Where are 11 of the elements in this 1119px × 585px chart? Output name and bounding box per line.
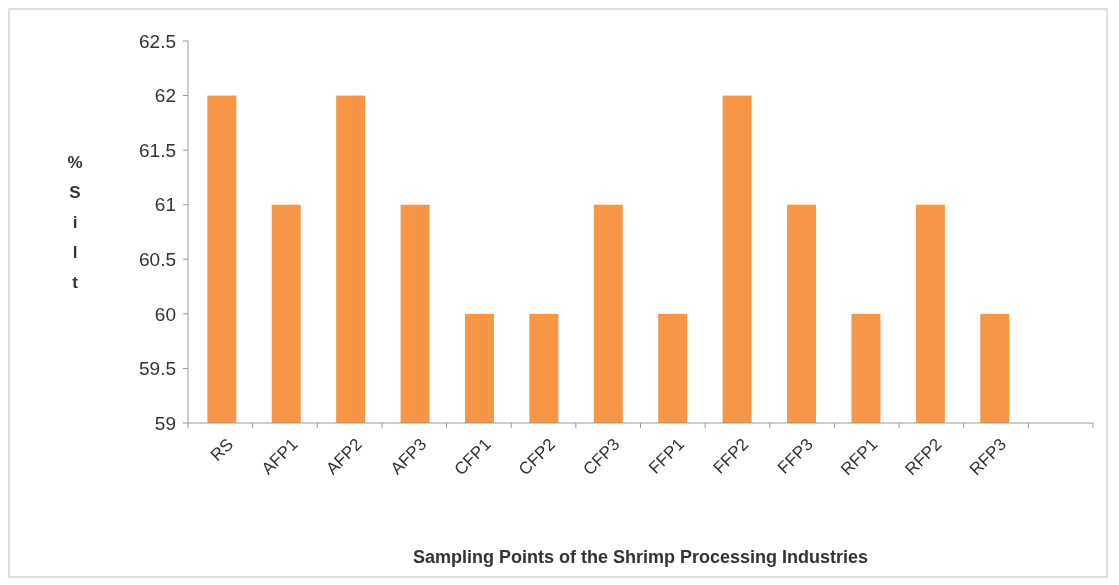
y-tick-label: 60 [154, 303, 176, 325]
y-tick-label: 59 [154, 412, 176, 434]
y-tick-label: 62.5 [139, 30, 176, 52]
y-tick-label: 62 [154, 85, 176, 107]
x-axis-title: Sampling Points of the Shrimp Processing Industries [412, 547, 869, 567]
y-tick-label: 60.5 [139, 248, 176, 270]
y-tick-label: 61.5 [139, 139, 176, 161]
y-tick-label: 61 [154, 194, 176, 216]
y-tick-label: 59.5 [139, 358, 176, 380]
x-tick-label: RS [206, 434, 238, 465]
y-axis-title: % Silt [67, 153, 83, 292]
